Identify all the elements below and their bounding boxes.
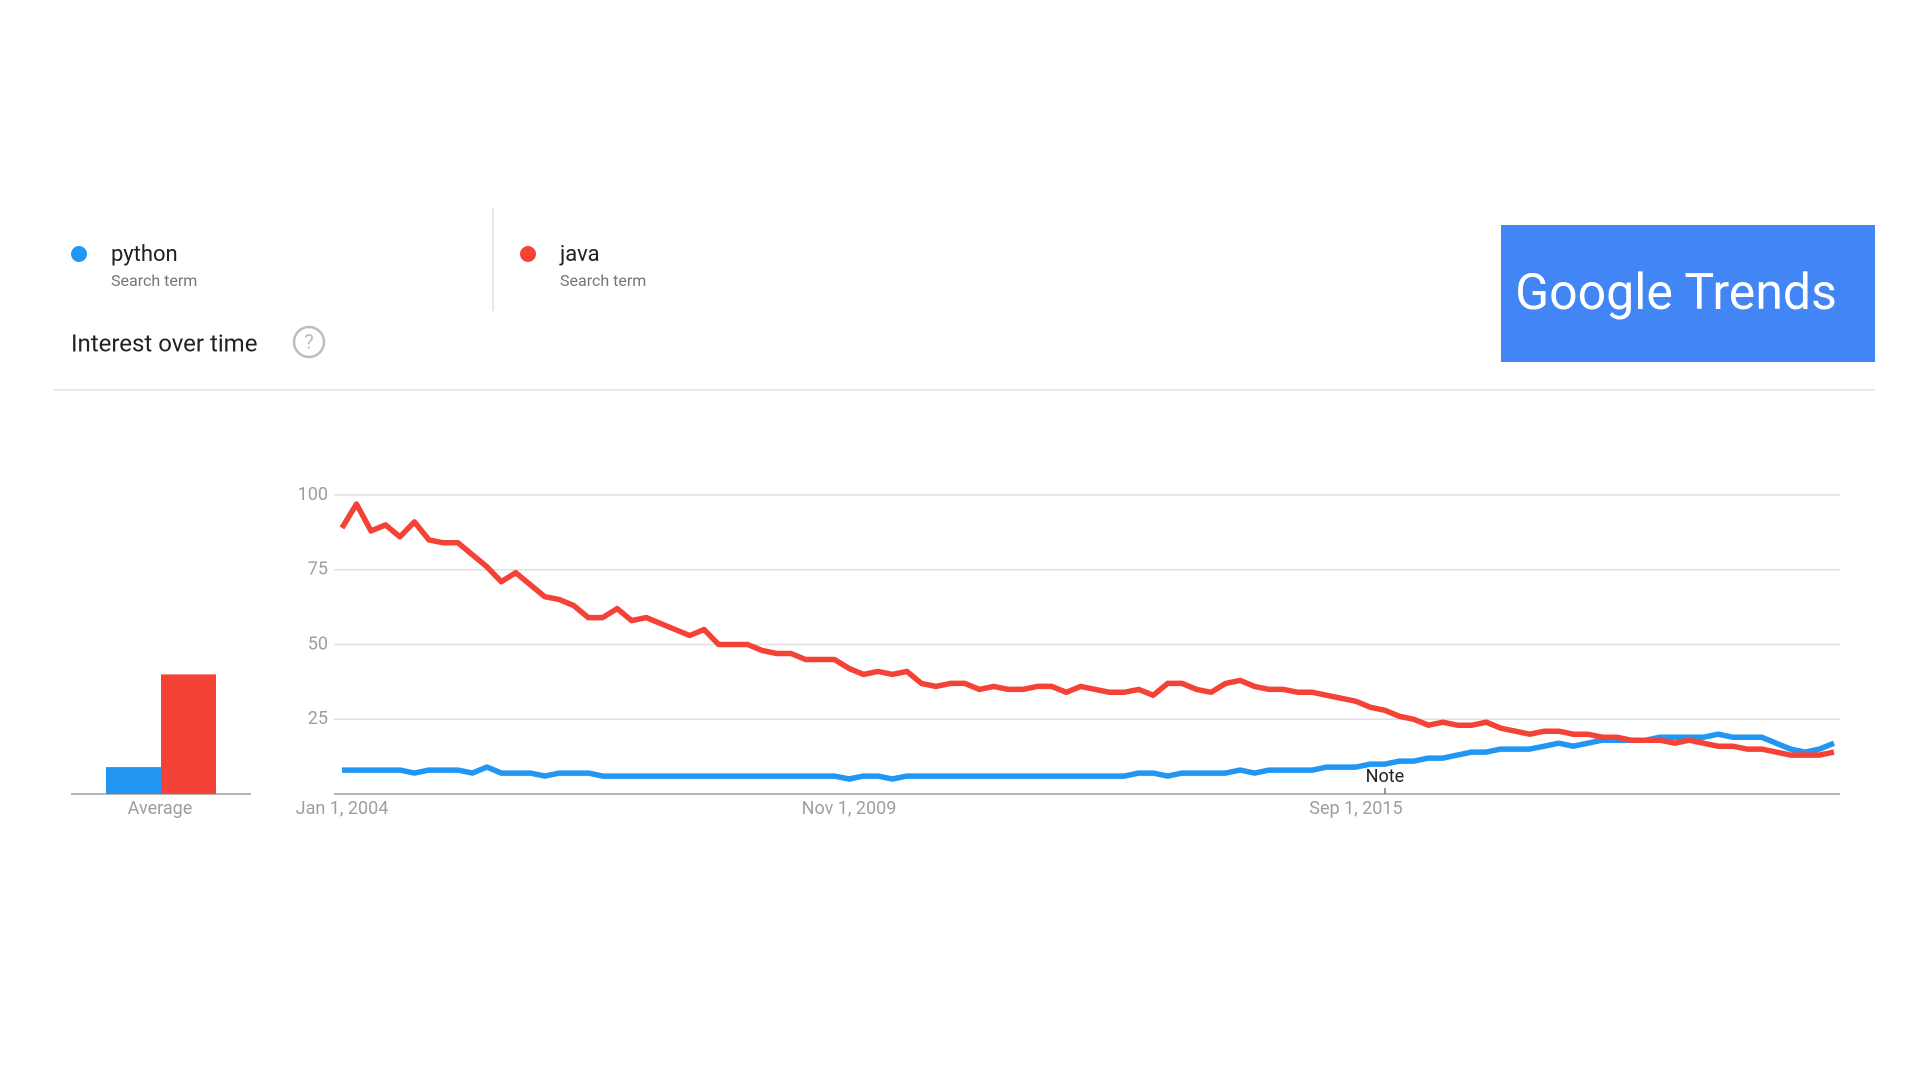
average-bar (106, 767, 161, 794)
y-tick-label: 100 (298, 484, 328, 505)
line-series (342, 731, 1836, 782)
logo-box (1501, 225, 1875, 362)
y-tick-label: 75 (308, 559, 328, 580)
help-icon[interactable] (292, 325, 326, 359)
y-tick-label: 50 (308, 633, 328, 654)
legend-subtitle: Search term (560, 271, 646, 290)
legend-dot (71, 246, 87, 262)
logo: Google Trends (1515, 264, 1837, 322)
legend-label: python (111, 242, 178, 267)
average-bar (161, 674, 216, 794)
note: Note (1366, 766, 1405, 787)
x-tick-label: Sep 1, 2015 (1309, 798, 1402, 819)
legend-dot (520, 246, 536, 262)
y-tick-label: 25 (308, 708, 328, 729)
help-icon-glyph[interactable]: ? (304, 329, 313, 353)
line-series (339, 501, 1835, 758)
x-tick-label: Jan 1, 2004 (296, 798, 389, 819)
chart-title: Interest over time (71, 329, 257, 357)
x-tick-label: Nov 1, 2009 (802, 798, 897, 819)
legend-label: java (559, 242, 600, 267)
legend-subtitle: Search term (111, 271, 197, 290)
average-label: Average (128, 798, 193, 819)
